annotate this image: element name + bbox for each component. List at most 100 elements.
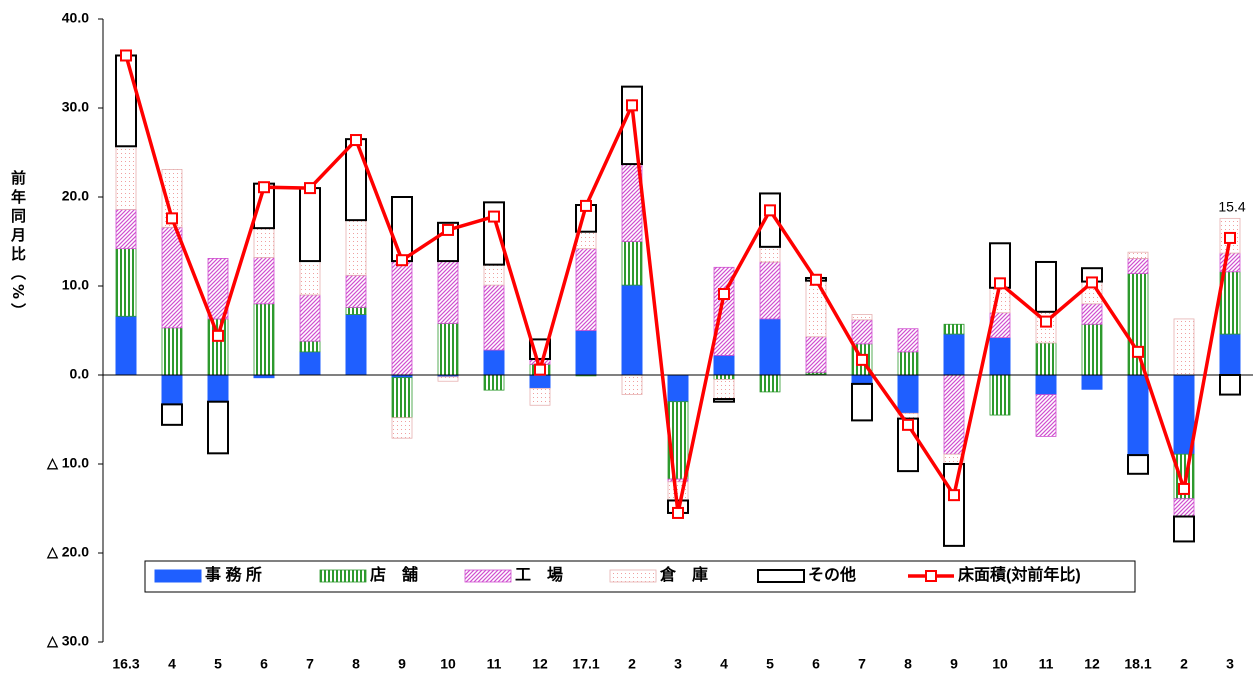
x-tick-label: 11 [1039, 656, 1054, 672]
bar-segment [345, 306, 367, 315]
x-tick-label: 8 [352, 656, 360, 672]
bar-segment [943, 463, 965, 547]
bar-segment [391, 417, 413, 439]
line-marker [1086, 276, 1098, 289]
bar-segment [1035, 394, 1057, 437]
line-marker [856, 353, 868, 366]
bar-segment [207, 374, 229, 403]
legend-label: 工 場 [515, 566, 563, 584]
bar-segment [345, 219, 367, 276]
x-tick-label: 16.3 [112, 656, 139, 672]
line-marker [212, 329, 224, 342]
bar-segment [391, 377, 413, 419]
x-tick-label: 10 [440, 656, 456, 672]
bar-segment [621, 284, 643, 376]
line-marker [994, 277, 1006, 290]
bar-segment [345, 313, 367, 376]
line-marker [626, 99, 638, 112]
bar-segment [943, 374, 965, 455]
bar-segment [437, 260, 459, 324]
bar-segment [1173, 318, 1195, 376]
line-marker [534, 363, 546, 376]
bar-segment [437, 322, 459, 376]
line-marker [488, 210, 500, 223]
legend-swatch [609, 569, 657, 583]
bar-segment [1127, 258, 1149, 274]
line-marker [672, 506, 684, 519]
line-marker [718, 288, 730, 301]
line-marker [120, 49, 132, 62]
bar-segment [115, 145, 137, 210]
bar-segment [989, 337, 1011, 376]
line-marker [580, 199, 592, 212]
bar-segment [483, 284, 505, 351]
x-tick-label: 17.1 [572, 656, 599, 672]
data-label: 15.4 [1218, 199, 1245, 215]
bar-segment [115, 209, 137, 250]
line-marker [948, 489, 960, 502]
line-marker [810, 273, 822, 286]
bar-segment [207, 400, 229, 455]
x-tick-label: 2 [628, 656, 636, 672]
bar-segment [345, 274, 367, 308]
bar-segment [713, 374, 735, 380]
bar-segment [437, 376, 459, 382]
bar-segment [299, 260, 321, 296]
bar-segment [115, 315, 137, 376]
bar-segment [851, 382, 873, 422]
x-tick-label: 5 [214, 656, 222, 672]
x-tick-label: 5 [766, 656, 774, 672]
bar-segment [897, 374, 919, 414]
bar-segment [759, 246, 781, 263]
line-marker [304, 182, 316, 195]
bar-segment [115, 54, 137, 148]
line-marker [442, 223, 454, 236]
bar-segment [391, 260, 413, 376]
line-marker [902, 418, 914, 431]
bar-segment [483, 264, 505, 286]
x-tick-label: 3 [674, 656, 682, 672]
y-tick-label: △ 20.0 [46, 544, 89, 560]
x-tick-label: 4 [168, 656, 176, 672]
y-tick-label: 20.0 [62, 188, 89, 204]
x-tick-label: 6 [260, 656, 268, 672]
y-axis-title: 前年同月比（%） [9, 170, 27, 323]
x-tick-label: 12 [532, 656, 548, 672]
bar-segment [1035, 374, 1057, 396]
line-marker [166, 212, 178, 225]
bar-segment [667, 374, 689, 403]
bar-segment [713, 379, 735, 400]
line-marker [396, 254, 408, 267]
y-tick-label: △ 10.0 [46, 455, 89, 471]
bar-segment [1173, 515, 1195, 543]
legend-swatch [319, 569, 367, 583]
legend-label: その他 [808, 565, 856, 584]
bar-segment [989, 374, 1011, 416]
x-tick-label: 6 [812, 656, 820, 672]
bar-segment [1127, 454, 1149, 475]
bar-segment [943, 323, 965, 335]
bar-segment [713, 354, 735, 376]
legend-label: 床面積(対前年比) [958, 565, 1081, 584]
bar-segment [897, 351, 919, 376]
bar-segment [253, 257, 275, 305]
bar-segment [1081, 303, 1103, 325]
bar-segment [253, 303, 275, 376]
legend-label: 店 舗 [370, 565, 418, 584]
bar-segment [1127, 273, 1149, 376]
x-tick-label: 18.1 [1124, 656, 1151, 672]
bar-segment [851, 314, 873, 321]
bar-segment [299, 294, 321, 342]
y-tick-label: 30.0 [62, 99, 89, 115]
x-tick-label: 7 [306, 656, 314, 672]
bar-segment [805, 336, 827, 373]
bar-segment [1035, 260, 1057, 313]
bar-segment [851, 374, 873, 385]
bar-segment [897, 328, 919, 353]
bar-segment [621, 374, 643, 395]
y-tick-label: 10.0 [62, 277, 89, 293]
legend-swatch [464, 569, 512, 583]
bar-segment [161, 226, 183, 329]
